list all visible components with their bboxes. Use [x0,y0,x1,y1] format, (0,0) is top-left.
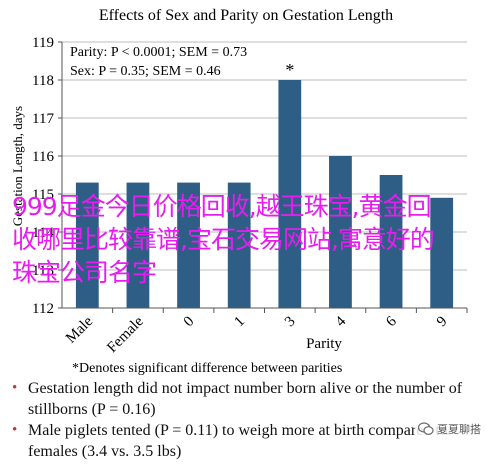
bar [75,182,99,308]
y-tick-label: 118 [32,73,54,89]
notes-list: • Gestation length did not impact number… [12,378,487,462]
x-tick-label: Male [63,313,96,346]
note-text: Gestation length did not impact number b… [28,380,463,418]
x-tick-label: Female [104,313,147,356]
significance-star: * [285,60,294,80]
y-tick-label: 114 [32,225,54,241]
x-tick-label: 9 [434,314,451,331]
y-tick-label: 113 [32,263,54,279]
bar [430,197,454,308]
bullet-icon: • [12,380,18,396]
x-tick-label: 6 [383,313,400,330]
x-tick-label: 0 [181,314,198,331]
bar [379,175,403,308]
annotation-parity: Parity: P < 0.0001; SEM = 0.73 [70,45,247,60]
badge-text: 夏夏聊搭 [437,423,481,436]
x-axis-label: Parity [306,336,342,352]
footnote: *Denotes significant difference between … [72,361,342,376]
note-text: Male piglets tented (P = 0.11) to weigh … [28,422,448,460]
bar [227,182,251,308]
bar [329,156,352,308]
bullet-icon: • [12,422,18,438]
annotation-sex: Sex: P = 0.35; SEM = 0.46 [70,64,221,79]
x-tick-label: 1 [231,314,248,331]
y-tick-label: 119 [32,35,54,51]
x-tick-label: 3 [282,314,299,331]
y-tick-label: 117 [32,111,54,127]
account-badge[interactable]: 夏夏聊搭 [415,420,484,438]
note-item: • Male piglets tented (P = 0.11) to weig… [12,420,487,462]
bar [126,182,150,308]
watermark-text: 999足金今日价格回收,越王珠宝,黄金回收哪里比较靠谱,宝石交易网站,寓意好的珠… [12,192,435,287]
bars: * [75,60,454,308]
y-tick-label: 116 [32,149,54,165]
bar [177,182,200,308]
y-tick-label: 115 [32,187,54,203]
x-tick-label: 4 [333,313,350,330]
wechat-icon [418,422,434,435]
bar [278,80,302,308]
y-axis-label: Gestation Length, days [10,106,25,226]
note-item: • Gestation length did not impact number… [12,378,487,420]
y-tick-label: 112 [32,301,54,317]
chart-title: Effects of Sex and Parity on Gestation L… [99,7,393,24]
